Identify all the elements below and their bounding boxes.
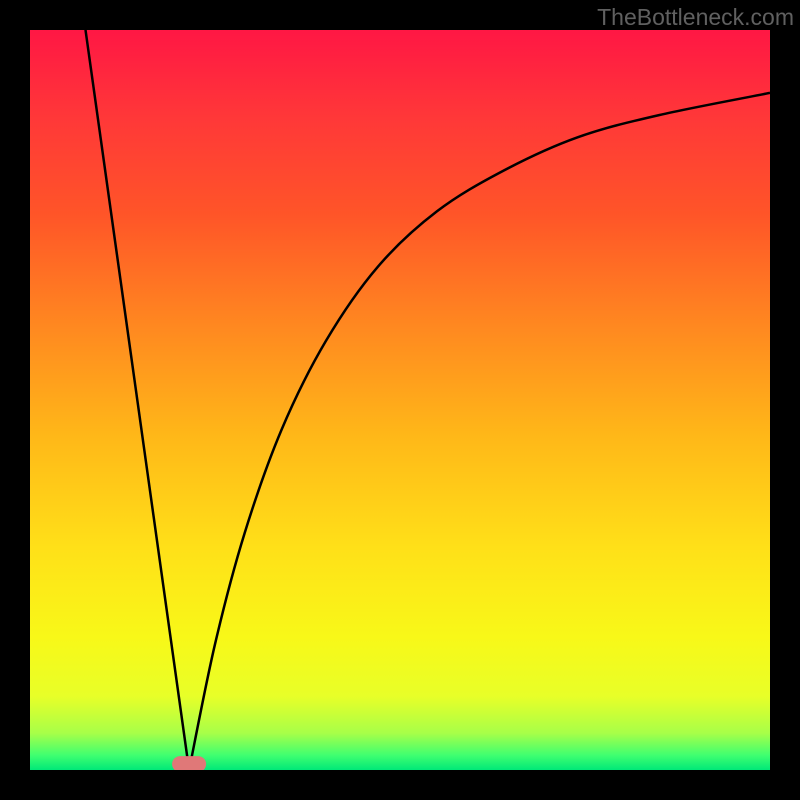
chart-svg: [30, 30, 770, 770]
watermark-text: TheBottleneck.com: [597, 4, 794, 31]
gradient-rect: [30, 30, 770, 770]
optimal-marker: [172, 756, 206, 770]
chart-container: TheBottleneck.com: [0, 0, 800, 800]
plot-area: [30, 30, 770, 770]
